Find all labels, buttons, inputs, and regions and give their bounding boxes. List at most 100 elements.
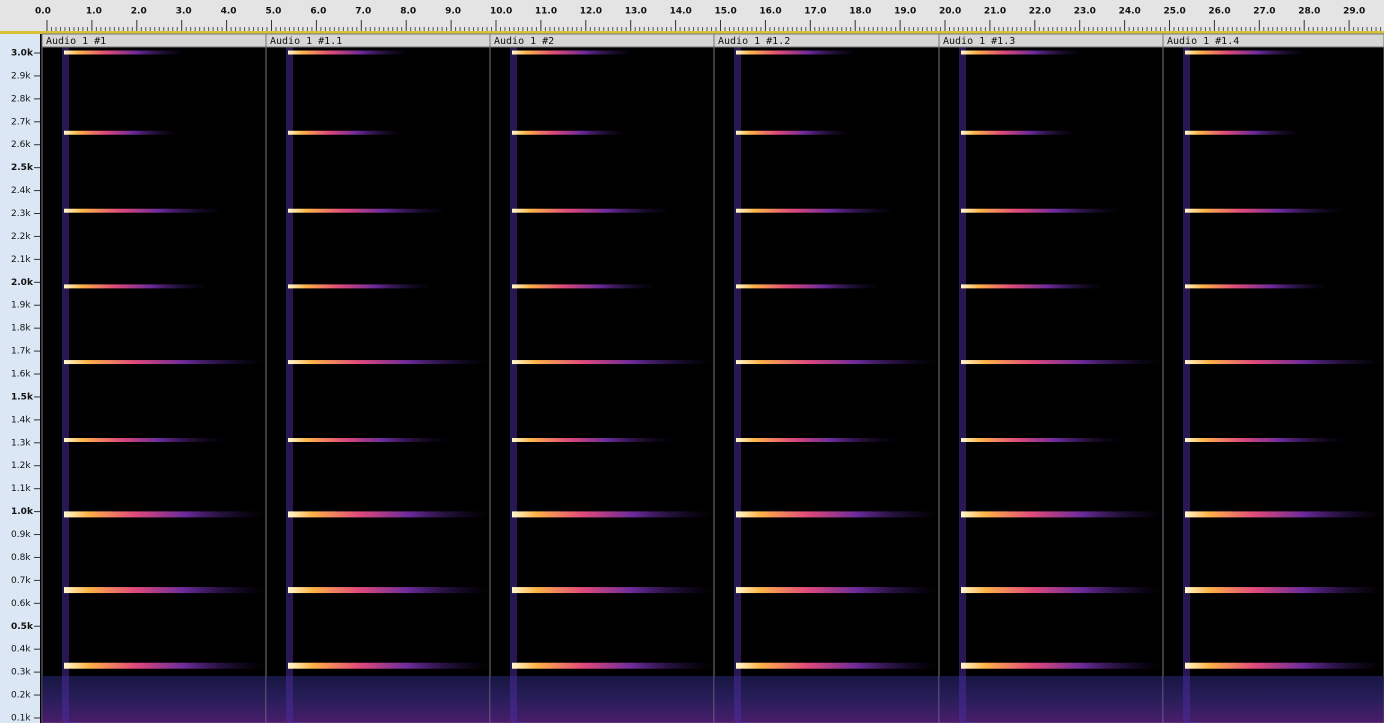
frequency-label: 0.6k [11, 599, 31, 609]
spectral-band [736, 438, 896, 442]
ruler-tick-label: 0.0 [35, 7, 51, 17]
clip-body[interactable] [266, 47, 490, 723]
spectral-band [64, 587, 266, 593]
spectral-band [288, 360, 490, 364]
frequency-label: 1.0k [11, 507, 34, 517]
spectral-band [961, 51, 1084, 55]
page: 0.01.02.03.04.05.06.07.08.09.010.011.012… [0, 0, 1384, 723]
frequency-label: 0.3k [11, 668, 31, 678]
clip-onset [286, 47, 293, 723]
clip-name: Audio 1 #1.4 [1167, 36, 1239, 47]
frequency-label: 1.7k [11, 347, 31, 357]
ruler-tick-label: 18.0 [849, 7, 871, 17]
spectral-band [288, 663, 490, 669]
clip-onset [959, 47, 966, 723]
frequency-label: 0.1k [11, 713, 31, 723]
clip-body[interactable] [939, 47, 1163, 723]
ruler-tick-label: 25.0 [1164, 7, 1186, 17]
spectral-band [961, 360, 1163, 364]
frequency-label: 2.4k [11, 186, 31, 196]
spectral-band [64, 360, 266, 364]
spectral-band [961, 663, 1163, 669]
spectral-band [512, 360, 714, 364]
frequency-label: 2.6k [11, 140, 31, 150]
clip-name: Audio 1 #1.2 [718, 36, 790, 47]
ruler-tick-label: 21.0 [984, 7, 1006, 17]
spectral-band [961, 511, 1163, 517]
spectral-band [512, 587, 714, 593]
ruler-tick-label: 23.0 [1074, 7, 1096, 17]
frequency-label: 2.3k [11, 209, 31, 219]
frequency-label: 2.5k [11, 163, 34, 173]
clip-noise [939, 676, 1163, 723]
ruler-tick-label: 29.0 [1343, 7, 1365, 17]
ruler-tick-label: 20.0 [939, 7, 961, 17]
frequency-label: 0.4k [11, 645, 31, 655]
ruler-tick-label: 3.0 [176, 7, 192, 17]
spectral-band [64, 209, 224, 213]
spectral-band [64, 284, 209, 288]
ruler-tick-label: 11.0 [535, 7, 557, 17]
ruler-tick-label: 14.0 [670, 7, 692, 17]
frequency-label: 0.9k [11, 530, 31, 540]
frequency-label: 1.4k [11, 415, 31, 425]
clip-name: Audio 1 #1.3 [943, 36, 1015, 47]
spectral-band [288, 511, 490, 517]
ruler-tick-label: 16.0 [759, 7, 781, 17]
spectral-band [736, 511, 939, 517]
clip-body[interactable] [1163, 47, 1384, 723]
ruler-tick-label: 17.0 [804, 7, 826, 17]
frequency-label: 0.5k [11, 622, 34, 632]
clip-body[interactable] [42, 47, 266, 723]
ruler-tick-label: 6.0 [310, 7, 326, 17]
spectral-band [64, 511, 266, 517]
frequency-label: 0.7k [11, 576, 31, 586]
spectral-band [736, 51, 859, 55]
ruler-tick-label: 2.0 [131, 7, 147, 17]
ruler-tick-label: 12.0 [580, 7, 602, 17]
frequency-label: 2.2k [11, 232, 31, 242]
frequency-label: 0.2k [11, 691, 31, 701]
ruler-tick-label: 28.0 [1298, 7, 1320, 17]
clip-noise [714, 676, 939, 723]
ruler-tick-label: 19.0 [894, 7, 916, 17]
frequency-label: 2.8k [11, 94, 31, 104]
spectral-band [961, 587, 1163, 593]
spectral-band [512, 131, 627, 135]
ruler-tick-label: 7.0 [355, 7, 371, 17]
spectral-band [736, 284, 881, 288]
frequency-label: 1.5k [11, 392, 34, 402]
clip-body[interactable] [490, 47, 714, 723]
spectral-band [1185, 587, 1384, 593]
clip-name: Audio 1 #1 [46, 36, 106, 47]
clip-name: Audio 1 #2 [494, 36, 554, 47]
spectral-band [64, 131, 179, 135]
spectral-band [512, 284, 657, 288]
ruler-tick-label: 4.0 [221, 7, 237, 17]
spectral-band [1185, 209, 1345, 213]
spectral-band [288, 209, 448, 213]
clip-noise [490, 676, 714, 723]
spectral-band [961, 209, 1121, 213]
frequency-label: 0.8k [11, 553, 31, 563]
spectral-band [288, 131, 403, 135]
ruler-tick-label: 5.0 [266, 7, 282, 17]
spectral-band [736, 360, 939, 364]
spectral-band [64, 438, 224, 442]
spectral-band [1185, 438, 1345, 442]
ruler-tick-label: 15.0 [715, 7, 737, 17]
frequency-label: 2.9k [11, 71, 31, 81]
spectral-band [288, 438, 448, 442]
spectral-band [1185, 511, 1384, 517]
spectral-band [512, 51, 635, 55]
spectral-band [1185, 284, 1330, 288]
time-ruler[interactable] [0, 0, 1384, 33]
ruler-tick-label: 24.0 [1119, 7, 1141, 17]
clip-noise [1163, 676, 1384, 723]
clip-body[interactable] [714, 47, 939, 723]
frequency-label: 1.2k [11, 461, 31, 471]
frequency-label: 2.1k [11, 255, 31, 265]
ruler-tick-label: 8.0 [400, 7, 416, 17]
frequency-label: 2.0k [11, 278, 34, 288]
spectral-band [64, 663, 266, 669]
